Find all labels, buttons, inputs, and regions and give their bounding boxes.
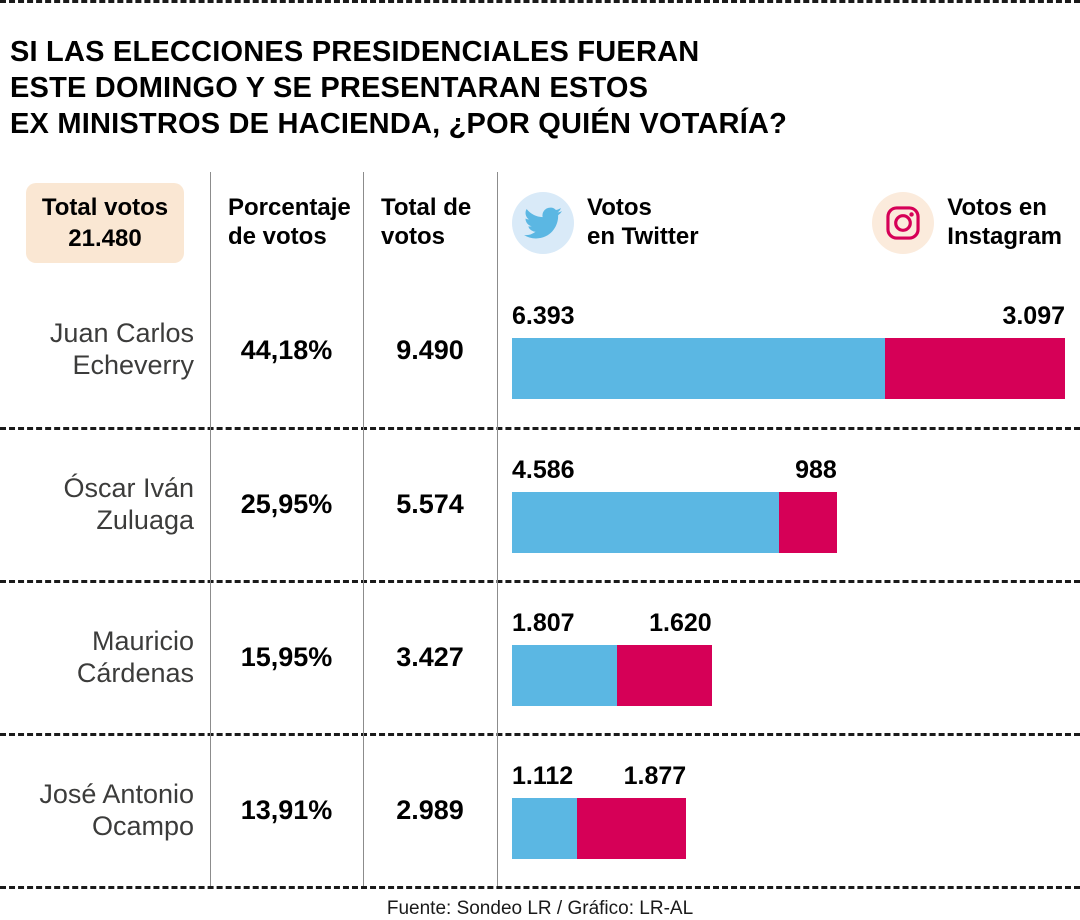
vote-percentage: 15,95% xyxy=(240,642,333,673)
vote-total: 3.427 xyxy=(396,642,464,673)
poll-table: Total votos 21.480 Porcentaje de votos T… xyxy=(0,171,1080,889)
twitter-icon xyxy=(512,191,574,254)
vote-percentage: 13,91% xyxy=(240,795,333,826)
stacked-bar: 1.807 1.620 xyxy=(512,609,712,707)
vote-total: 5.574 xyxy=(396,489,464,520)
candidate-name: Mauricio Cárdenas xyxy=(76,625,194,688)
instagram-votes-label: 988 xyxy=(795,456,837,485)
column-header-total-votes: Total de votos xyxy=(381,193,472,250)
vote-total: 2.989 xyxy=(396,795,464,826)
candidate-name: José Antonio Ocampo xyxy=(39,778,194,841)
twitter-bar-segment xyxy=(512,798,577,860)
instagram-icon xyxy=(872,191,935,254)
twitter-legend-label: Votos en Twitter xyxy=(587,193,699,250)
vote-bar-cell: 4.586 988 xyxy=(497,430,1080,580)
column-header-percentage: Porcentaje de votos xyxy=(228,193,351,250)
twitter-votes-label: 1.807 xyxy=(512,609,575,638)
vote-percentage: 44,18% xyxy=(240,334,333,365)
twitter-bar-segment xyxy=(512,645,618,707)
page-title: SI LAS ELECCIONES PRESIDENCIALES FUERAN … xyxy=(10,36,788,141)
instagram-votes-label: 3.097 xyxy=(1002,301,1065,330)
top-dashed-divider xyxy=(0,0,1080,3)
bar xyxy=(512,798,687,860)
vote-total: 9.490 xyxy=(396,334,464,365)
twitter-votes-label: 4.586 xyxy=(512,456,575,485)
bar xyxy=(512,337,1065,399)
instagram-bar-segment xyxy=(779,492,837,554)
stacked-bar: 1.112 1.877 xyxy=(512,762,687,860)
total-votes-label: Total votos xyxy=(41,193,169,221)
total-votes-value: 21.480 xyxy=(68,224,142,252)
table-header-row: Total votos 21.480 Porcentaje de votos T… xyxy=(0,172,1080,274)
twitter-bar-segment xyxy=(512,492,780,554)
stacked-bar: 4.586 988 xyxy=(512,456,837,554)
vote-bar-cell: 1.112 1.877 xyxy=(497,736,1080,886)
bar-labels: 1.807 1.620 xyxy=(512,609,712,638)
instagram-legend: Votos en Instagram xyxy=(872,191,1062,254)
instagram-bar-segment xyxy=(617,645,712,707)
twitter-bar-segment xyxy=(512,337,885,399)
source-credit: Fuente: Sondeo LR / Gráfico: LR-AL xyxy=(386,897,694,919)
vote-percentage: 25,95% xyxy=(240,489,333,520)
twitter-legend: Votos en Twitter xyxy=(512,191,699,254)
bar-labels: 4.586 988 xyxy=(512,456,837,485)
instagram-votes-label: 1.620 xyxy=(649,609,712,638)
instagram-votes-label: 1.877 xyxy=(623,762,687,791)
column-divider-3 xyxy=(497,171,498,886)
total-votes-cell: Total votos 21.480 xyxy=(0,182,210,263)
table-row: Juan Carlos Echeverry 44,18% 9.490 6.393… xyxy=(0,274,1080,427)
column-divider-1 xyxy=(210,171,211,886)
candidate-name: Juan Carlos Echeverry xyxy=(49,318,194,381)
table-row: José Antonio Ocampo 13,91% 2.989 1.112 1… xyxy=(0,732,1080,886)
bar-labels: 6.393 3.097 xyxy=(512,302,1065,331)
bar xyxy=(512,492,837,554)
column-divider-2 xyxy=(363,171,364,886)
vote-bar-cell: 1.807 1.620 xyxy=(497,583,1080,733)
instagram-bar-segment xyxy=(884,337,1065,399)
twitter-votes-label: 6.393 xyxy=(512,301,575,330)
bar-labels: 1.112 1.877 xyxy=(512,762,686,791)
twitter-votes-label: 1.112 xyxy=(512,762,574,791)
candidate-name: Óscar Iván Zuluaga xyxy=(63,472,194,535)
instagram-legend-label: Votos en Instagram xyxy=(947,193,1062,250)
instagram-bar-segment xyxy=(576,798,687,860)
stacked-bar: 6.393 3.097 xyxy=(512,302,1065,399)
vote-bar-cell: 6.393 3.097 xyxy=(497,274,1080,427)
column-header-chart: Votos en Twitter Votos en Instagram xyxy=(497,191,1080,254)
total-votes-badge: Total votos 21.480 xyxy=(25,182,185,263)
bar xyxy=(512,645,712,707)
table-row: Óscar Iván Zuluaga 25,95% 5.574 4.586 98… xyxy=(0,426,1080,580)
table-body: Juan Carlos Echeverry 44,18% 9.490 6.393… xyxy=(0,274,1080,886)
table-row: Mauricio Cárdenas 15,95% 3.427 1.807 1.6… xyxy=(0,579,1080,733)
